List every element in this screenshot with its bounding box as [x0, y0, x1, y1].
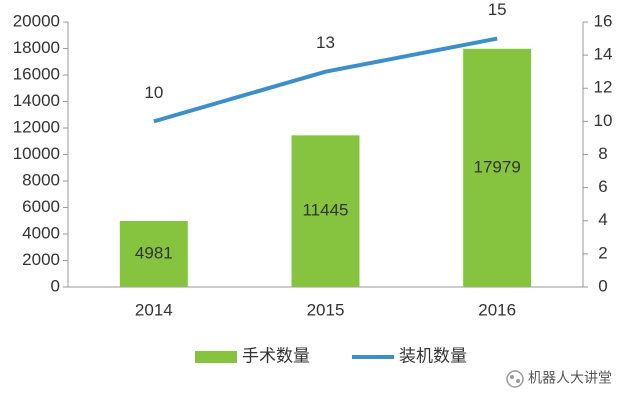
y-tick-label: 20000 [13, 11, 60, 30]
y-tick-label: 2000 [22, 250, 60, 269]
y-tick-label: 0 [51, 276, 60, 295]
y2-tick-label: 16 [594, 11, 613, 30]
line [153, 36, 498, 124]
y2-tick-label: 6 [598, 177, 607, 196]
line-label: 10 [144, 83, 163, 102]
y2-tick-label: 10 [594, 111, 613, 130]
y2-tick-label: 0 [598, 276, 607, 295]
x-tick-label: 2016 [478, 300, 516, 319]
y-tick-label: 18000 [13, 38, 60, 57]
y-tick-label: 4000 [22, 223, 60, 242]
bar [291, 135, 360, 287]
bar-label: 11445 [302, 201, 348, 220]
y2-tick-label: 14 [594, 45, 613, 64]
y-tick-label: 16000 [13, 64, 60, 83]
y-tick-label: 8000 [22, 170, 60, 189]
y2-tick-label: 2 [598, 243, 607, 262]
line-label: 13 [316, 33, 335, 52]
legend-label: 装机数量 [399, 346, 467, 365]
y-tick-label: 14000 [13, 91, 60, 110]
legend-label: 手术数量 [242, 346, 310, 365]
x-tick-label: 2014 [135, 300, 173, 319]
bar [119, 221, 188, 287]
y-tick-label: 10000 [13, 144, 60, 163]
watermark: 机器人大讲堂 [528, 370, 612, 386]
y-tick-label: 12000 [13, 117, 60, 136]
x-tick-label: 2015 [307, 300, 345, 319]
y2-tick-label: 8 [598, 144, 607, 163]
legend-swatch [195, 351, 237, 363]
watermark-icon [506, 370, 524, 388]
y2-tick-label: 12 [594, 78, 613, 97]
bar-label: 17979 [474, 157, 521, 176]
bar [463, 48, 532, 287]
y2-tick-label: 4 [598, 210, 607, 229]
bar-label: 4981 [135, 243, 173, 262]
line-label: 15 [488, 0, 507, 19]
y-tick-label: 6000 [22, 197, 60, 216]
